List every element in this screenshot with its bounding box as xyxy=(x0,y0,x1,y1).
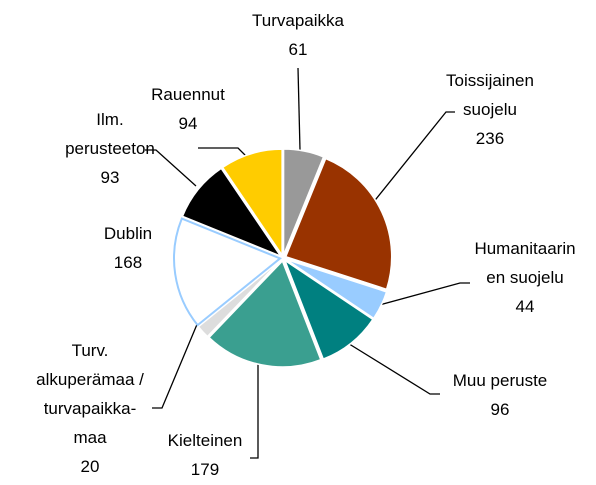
pie-slice xyxy=(285,258,388,320)
pie-slice xyxy=(283,258,374,361)
value-label: 20 xyxy=(80,457,100,476)
data-label: Humanitaarin en suojelu 44 xyxy=(474,234,575,321)
value-label: 236 xyxy=(475,129,505,148)
pie-slice xyxy=(221,148,283,258)
data-label: Rauennut 94 xyxy=(151,80,225,138)
data-label: Turv. alkuperämaa / turvapaikka- maa 20 xyxy=(36,336,144,481)
leader-lines xyxy=(145,67,470,459)
value-label: 61 xyxy=(288,40,308,59)
pie-slice xyxy=(208,259,322,368)
category-label: Ilm. perusteeton xyxy=(65,110,155,158)
data-label: Muu peruste 96 xyxy=(453,366,548,424)
category-label: Dublin xyxy=(103,224,153,243)
category-label: Turv. alkuperämaa / turvapaikka- maa xyxy=(36,341,144,447)
value-label: 93 xyxy=(100,168,120,187)
leader-line xyxy=(198,147,249,159)
data-label: Kielteinen 179 xyxy=(168,426,243,484)
pie-slice xyxy=(181,167,283,258)
leader-line xyxy=(152,321,199,409)
leader-line xyxy=(371,282,470,308)
value-label: 94 xyxy=(178,114,198,133)
category-label: Muu peruste xyxy=(452,371,548,390)
pie-slice xyxy=(173,217,282,327)
data-label: Ilm. perusteeton 93 xyxy=(65,105,155,192)
data-label: Turvapaikka 61 xyxy=(252,6,344,64)
category-label: Turvapaikka xyxy=(252,11,344,30)
leader-line xyxy=(297,67,301,151)
value-label: 44 xyxy=(515,297,535,316)
category-label: Humanitaarin en suojelu xyxy=(474,239,576,287)
leader-line xyxy=(371,111,455,205)
data-label: Toissijainen suojelu 236 xyxy=(446,66,534,153)
value-label: 96 xyxy=(490,400,510,419)
data-label: Dublin 168 xyxy=(104,219,152,277)
pie-slice xyxy=(284,157,393,291)
leader-line xyxy=(250,364,259,459)
leader-line xyxy=(145,149,197,187)
pie-slice xyxy=(197,259,282,338)
category-label: Toissijainen suojelu xyxy=(446,71,534,119)
leader-line xyxy=(345,341,440,395)
category-label: Rauennut xyxy=(151,85,225,104)
pie-slice xyxy=(282,148,325,256)
value-label: 179 xyxy=(190,460,220,479)
value-label: 168 xyxy=(113,253,143,272)
category-label: Kielteinen xyxy=(167,431,243,450)
